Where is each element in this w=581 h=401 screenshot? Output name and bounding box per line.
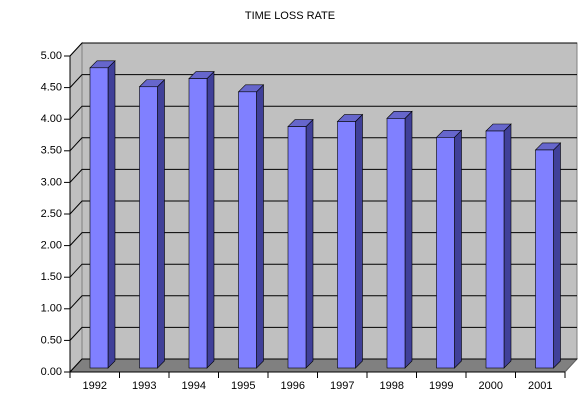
y-tick-label: 0.00 xyxy=(41,366,62,378)
bar xyxy=(287,126,307,369)
y-tick-label: 4.50 xyxy=(41,82,62,94)
x-tick-label: 2000 xyxy=(479,380,503,392)
x-tick-label: 1992 xyxy=(83,380,107,392)
grid-line xyxy=(69,42,577,57)
bar xyxy=(238,91,257,369)
bar-side xyxy=(503,123,512,369)
y-tick-label: 5.00 xyxy=(41,50,62,62)
bar xyxy=(485,130,505,369)
y-tick-label: 1.50 xyxy=(41,271,62,283)
grid-line xyxy=(69,74,577,88)
bar-side xyxy=(454,129,462,369)
y-tick-label: 4.00 xyxy=(41,113,62,125)
x-tick-label: 1995 xyxy=(231,380,255,392)
bar-side xyxy=(404,110,413,369)
y-tick-label: 3.50 xyxy=(41,145,62,157)
bar-side xyxy=(206,70,215,369)
x-tick-label: 1994 xyxy=(182,380,206,392)
y-tick-label: 2.50 xyxy=(41,208,62,220)
x-tick-label: 1993 xyxy=(132,380,156,392)
y-tick-label: 2.00 xyxy=(41,240,62,252)
bar xyxy=(89,67,109,369)
chart-title: TIME LOSS RATE xyxy=(245,10,335,22)
bar-side xyxy=(355,113,363,369)
bar xyxy=(337,121,356,369)
x-tick-label: 2001 xyxy=(528,380,552,392)
bar xyxy=(139,86,158,369)
y-tick-label: 1.00 xyxy=(41,303,62,315)
bar-side xyxy=(256,84,264,369)
bar xyxy=(386,118,406,369)
bar-side xyxy=(305,118,314,369)
x-tick-label: 1997 xyxy=(330,380,354,392)
grid-line xyxy=(69,105,577,120)
x-tick-label: 1996 xyxy=(281,380,305,392)
bar xyxy=(535,149,554,369)
x-tick-label: 1998 xyxy=(380,380,404,392)
bar-side xyxy=(107,60,116,369)
bar-side xyxy=(553,142,561,369)
bar-side xyxy=(157,79,165,369)
bar xyxy=(188,78,208,369)
bar xyxy=(436,137,455,369)
y-tick-label: 0.50 xyxy=(41,334,62,346)
x-tick-label: 1999 xyxy=(429,380,453,392)
y-tick-label: 3.00 xyxy=(41,176,62,188)
